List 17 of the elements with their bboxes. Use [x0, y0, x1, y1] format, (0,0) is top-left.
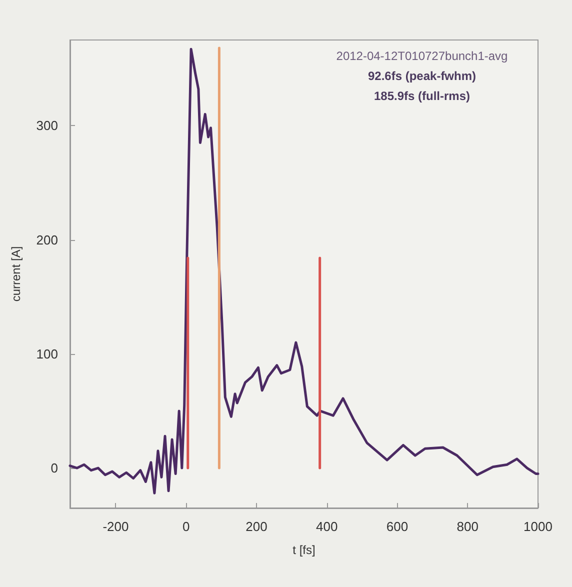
annotation: 2012-04-12T010727bunch1-avg — [336, 49, 508, 63]
y-tick-label: 0 — [50, 460, 58, 476]
x-axis-title: t [fs] — [292, 543, 316, 557]
x-tick-label: 600 — [386, 519, 408, 534]
annotation: 92.6fs (peak-fwhm) — [368, 69, 476, 83]
x-tick-label: 0 — [182, 519, 190, 534]
x-tick-label: 200 — [246, 519, 268, 534]
line-series — [68, 48, 540, 494]
x-tick-label: 800 — [456, 519, 478, 534]
y-tick-label: 300 — [36, 118, 58, 134]
y-tick-label: 200 — [36, 232, 58, 248]
x-tick-label: 1000 — [524, 519, 552, 534]
y-tick-label: 100 — [36, 346, 58, 362]
annotation: 185.9fs (full-rms) — [374, 89, 470, 103]
y-axis-title: current [A] — [9, 246, 23, 302]
x-tick-label: 400 — [316, 519, 338, 534]
x-tick-label: -200 — [102, 519, 129, 534]
